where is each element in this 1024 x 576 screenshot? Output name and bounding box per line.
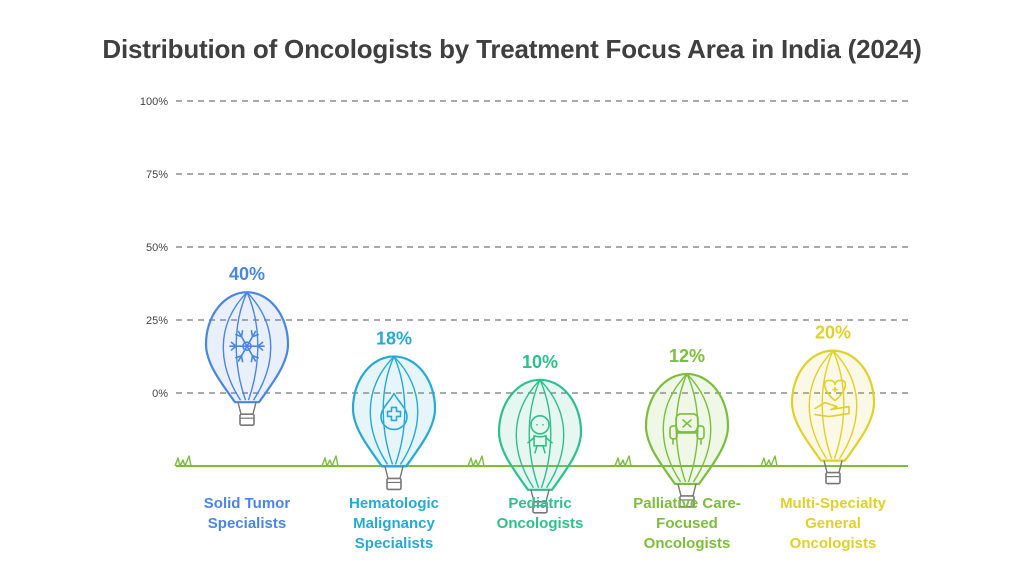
balloon-gore bbox=[393, 355, 419, 465]
grid-layer: 0% 25% 50% 75% 100% bbox=[140, 96, 908, 400]
data-label: 12% bbox=[669, 346, 705, 366]
balloon-ropes bbox=[384, 466, 404, 479]
y-tick-label: 100% bbox=[140, 96, 168, 108]
category-label: Multi-Specialty General Oncologists bbox=[780, 495, 886, 552]
balloon-4: 12% bbox=[644, 346, 730, 508]
category-label: Palliative Care- Focused Oncologists bbox=[633, 495, 741, 552]
balloon-ropes bbox=[823, 460, 843, 473]
y-tick-label: 0% bbox=[152, 388, 168, 400]
balloon-gore bbox=[515, 379, 541, 489]
data-label: 40% bbox=[229, 264, 265, 284]
balloon-gore bbox=[235, 291, 248, 401]
balloon-5: 20% bbox=[790, 323, 876, 485]
child-figure-icon bbox=[527, 414, 553, 454]
balloon-basket bbox=[679, 495, 695, 508]
y-tick-label: 25% bbox=[146, 315, 168, 327]
blood-drop-cross-icon bbox=[380, 392, 408, 431]
balloon-ropes bbox=[237, 402, 257, 415]
balloon-3: 10% bbox=[497, 352, 583, 514]
balloon-gore bbox=[528, 379, 541, 489]
grass-tuft bbox=[614, 455, 632, 467]
y-tick-label: 75% bbox=[146, 169, 168, 181]
balloon-gore bbox=[539, 379, 552, 489]
category-label: Pediatric Oncologists bbox=[496, 495, 584, 532]
balloon-gore bbox=[662, 373, 688, 483]
balloon-gore bbox=[393, 356, 406, 465]
armchair-icon bbox=[669, 413, 705, 445]
balloon-gore bbox=[246, 291, 259, 401]
balloon-ropes bbox=[530, 489, 550, 502]
chart-title: Distribution of Oncologists by Treatment… bbox=[102, 34, 922, 64]
balloon-1: 40% bbox=[204, 264, 290, 427]
balloon-ropes bbox=[677, 483, 697, 497]
balloon-gore bbox=[808, 350, 834, 459]
balloon-basket bbox=[386, 477, 402, 491]
balloon-basket bbox=[239, 413, 255, 427]
balloon-envelope bbox=[644, 372, 730, 486]
balloon-envelope bbox=[351, 355, 437, 468]
category-label: Hematologic Malignancy Specialists bbox=[348, 495, 439, 552]
balloon-gore bbox=[539, 379, 565, 489]
balloon-gore bbox=[369, 355, 395, 465]
balloon-gore bbox=[821, 350, 834, 459]
balloon-layer: 40% 18% 10% 12% 20% bbox=[204, 264, 876, 514]
snowflake-icon bbox=[229, 329, 265, 363]
y-tick-label: 50% bbox=[146, 242, 168, 254]
balloon-2: 18% bbox=[351, 328, 437, 491]
balloon-gore bbox=[382, 356, 395, 465]
balloon-gore bbox=[222, 291, 248, 401]
grass-tuft bbox=[467, 455, 485, 467]
balloon-envelope bbox=[497, 378, 583, 491]
data-label: 20% bbox=[815, 323, 851, 343]
grass-tuft bbox=[760, 455, 778, 467]
hand-heart-icon bbox=[814, 379, 850, 418]
balloon-gore bbox=[832, 350, 858, 459]
grass-tuft bbox=[174, 455, 192, 467]
balloon-basket bbox=[825, 471, 841, 485]
balloon-gore bbox=[686, 373, 712, 483]
grass-tuft bbox=[321, 455, 339, 467]
category-label: Solid Tumor Specialists bbox=[203, 495, 291, 532]
data-label: 18% bbox=[376, 328, 412, 348]
data-label: 10% bbox=[522, 352, 558, 372]
balloon-basket bbox=[532, 500, 548, 514]
ground-layer bbox=[174, 455, 908, 467]
balloon-gore bbox=[246, 291, 272, 401]
